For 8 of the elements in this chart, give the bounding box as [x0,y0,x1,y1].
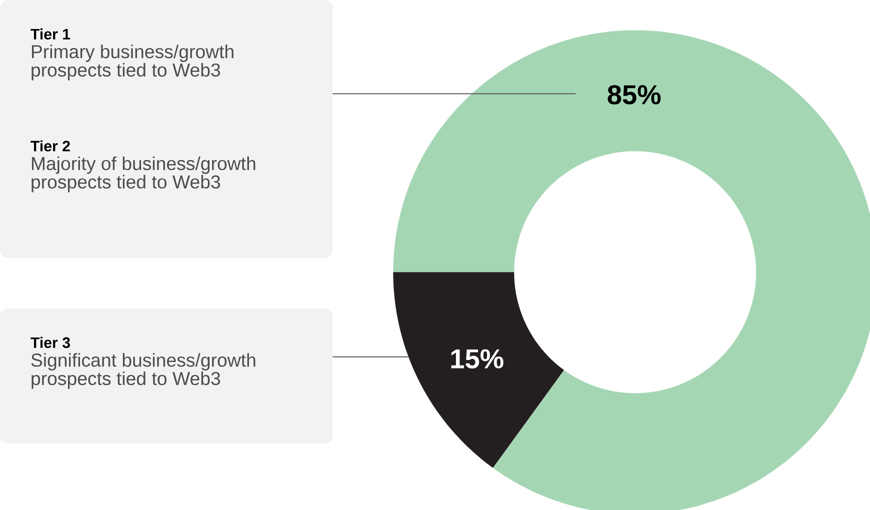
data-label: 15% [451,349,504,368]
text: Tier 2 [30,140,70,152]
text: Tier 3 [30,336,70,348]
data-label: 85% [608,85,661,104]
text: Tier 1 [30,28,70,40]
text: Majority of business/growth prospects tied to Web3 [32,156,256,192]
text: Significant business/growth prospects tied to Web3 [31,353,256,389]
text: Primary business/growth prospects tied to Web3 [32,44,234,80]
